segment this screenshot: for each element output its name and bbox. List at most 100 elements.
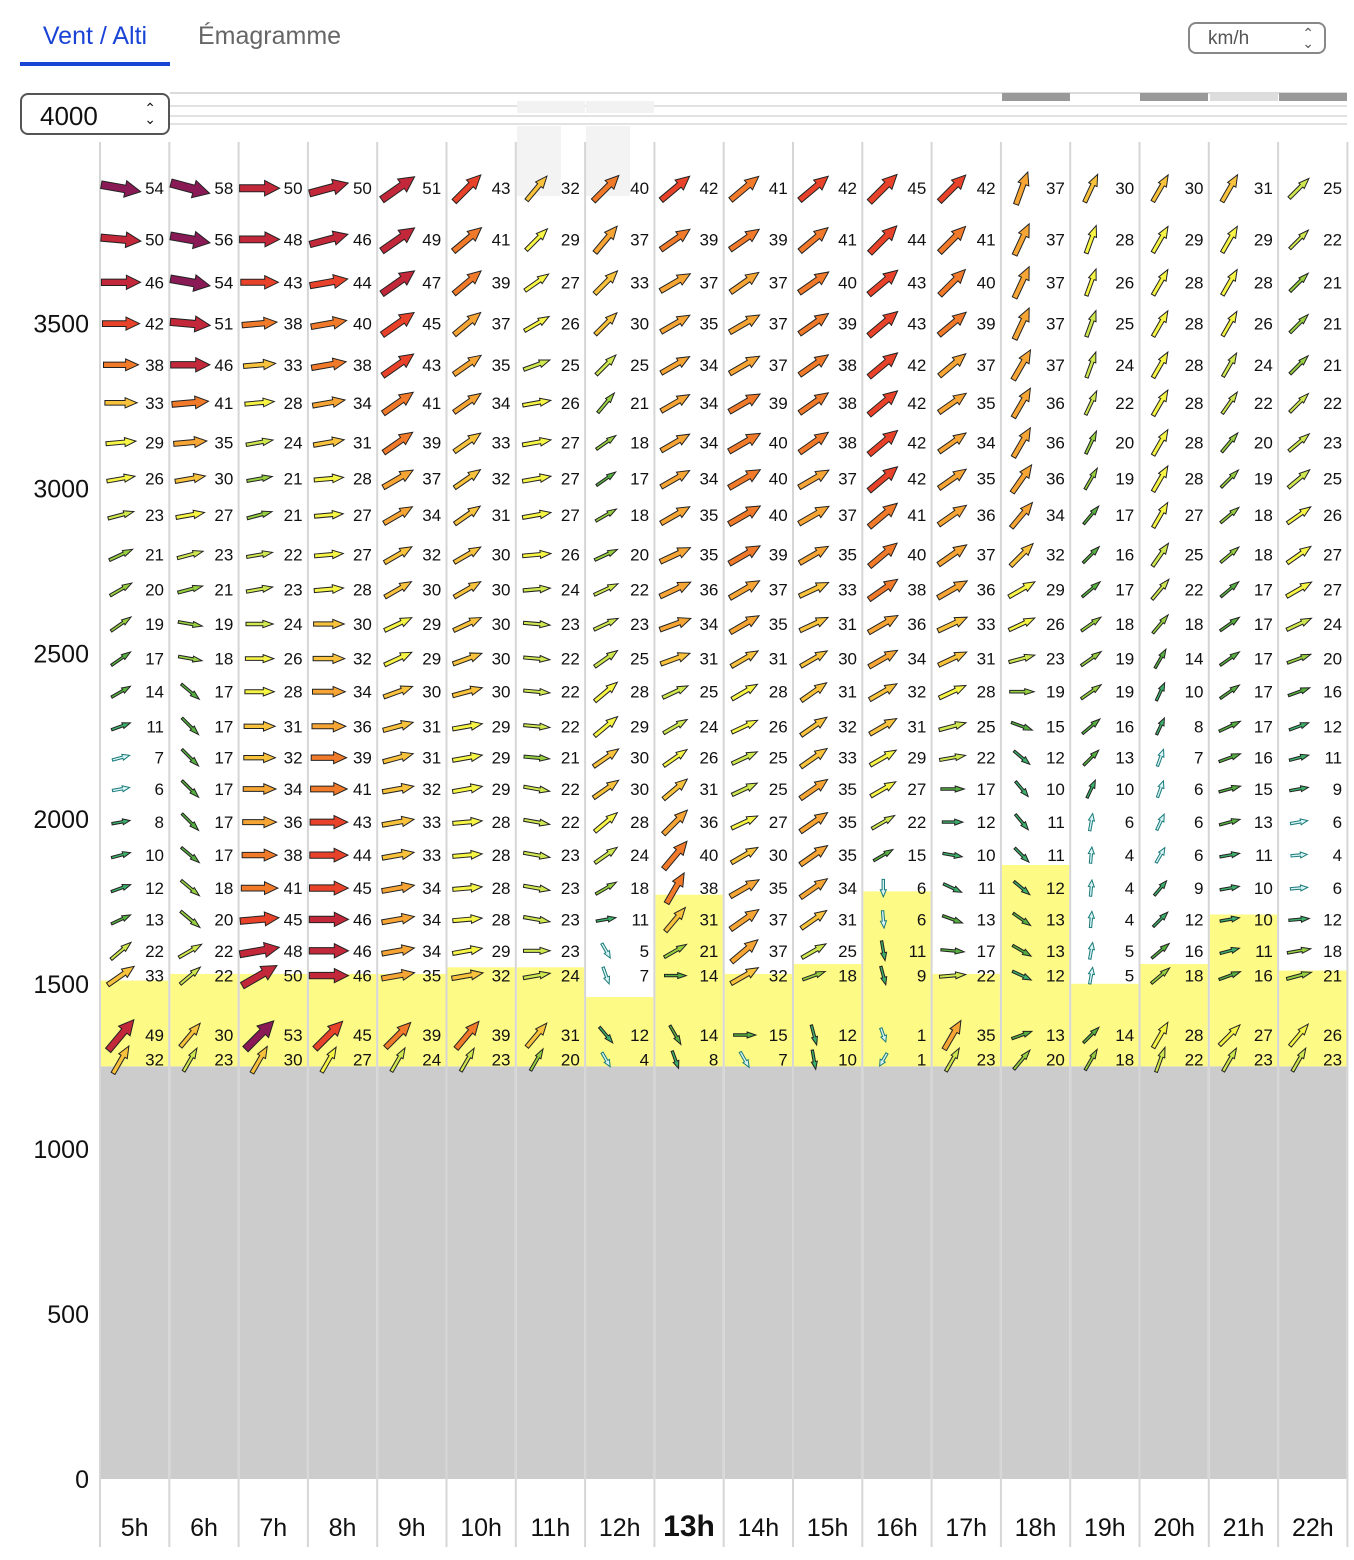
chevron-updown-icon: ⌃ ⌄ (1302, 25, 1314, 51)
wind-arrow (101, 316, 141, 331)
wind-speed-label: 7 (778, 1051, 787, 1070)
unit-select[interactable]: km/h ⌃ ⌄ (1188, 22, 1326, 54)
wind-arrow (111, 785, 131, 793)
wind-arrow (379, 270, 416, 298)
wind-arrow (451, 783, 484, 795)
wind-arrow (799, 650, 829, 669)
wind-arrow (1155, 813, 1165, 832)
wind-arrow (866, 502, 899, 530)
wind-speed-label: 4 (640, 1051, 649, 1070)
wind-speed-label: 5 (1125, 942, 1134, 961)
wind-speed-label: 29 (1046, 580, 1065, 599)
wind-speed-label: 31 (699, 650, 718, 669)
wind-speed-label: 11 (1047, 846, 1065, 865)
wind-arrow (658, 547, 692, 565)
wind-arrow (312, 652, 347, 665)
wind-speed-label: 21 (284, 470, 303, 489)
wind-arrow (246, 474, 274, 483)
wind-arrow (239, 965, 278, 990)
wind-speed-label: 38 (838, 433, 857, 452)
wind-arrow (381, 944, 416, 957)
wind-speed-label: 29 (1185, 230, 1204, 249)
wind-speed-label: 34 (699, 470, 718, 489)
wind-speed-label: 28 (284, 394, 303, 413)
hour-label: 15h (807, 1514, 849, 1542)
wind-speed-label: 28 (1185, 273, 1204, 292)
wind-arrow (243, 752, 277, 764)
wind-arrow (105, 965, 136, 988)
wind-speed-label: 30 (838, 650, 857, 669)
wind-speed-label: 19 (1046, 683, 1065, 702)
wind-speed-label: 41 (353, 780, 372, 799)
wind-arrow (309, 814, 349, 830)
wind-arrow (245, 437, 275, 448)
wind-speed-label: 7 (1194, 749, 1203, 768)
wind-arrow (1083, 224, 1098, 255)
wind-speed-label: 36 (977, 580, 996, 599)
wind-arrow (1150, 464, 1169, 494)
wind-arrow (866, 225, 898, 256)
wind-speed-label: 21 (1323, 967, 1342, 986)
wind-arrow (936, 544, 968, 568)
wind-speed-label: 42 (145, 315, 164, 334)
wind-speed-label: 26 (1323, 506, 1342, 525)
wind-speed-label: 24 (1115, 356, 1134, 375)
wind-arrow (1219, 468, 1240, 489)
wind-speed-label: 46 (353, 967, 372, 986)
hour-label: 12h (599, 1514, 641, 1542)
wind-arrow (452, 546, 482, 565)
wind-arrow (1218, 650, 1241, 667)
wind-speed-label: 36 (1046, 433, 1065, 452)
wind-arrow (382, 751, 415, 765)
wind-speed-label: 9 (917, 967, 926, 986)
wind-arrow (1008, 542, 1034, 569)
wind-arrow (241, 316, 279, 330)
wind-arrow (940, 947, 966, 955)
hour-label: 10h (460, 1514, 502, 1542)
wind-arrow (1218, 818, 1242, 827)
wind-speed-label: 38 (353, 356, 372, 375)
wind-arrow (523, 754, 552, 762)
wind-arrow (1217, 1023, 1241, 1048)
wind-speed-label: 23 (214, 1051, 233, 1070)
wind-arrow (658, 581, 692, 600)
wind-speed-label: 18 (630, 506, 649, 525)
ground-area (447, 1066, 515, 1479)
wind-speed-label: 37 (769, 273, 788, 292)
wind-arrow (942, 882, 963, 893)
wind-arrow (451, 354, 483, 378)
ground-area (724, 1066, 792, 1479)
wind-arrow (524, 175, 548, 203)
altitude-select[interactable]: 4000 ⌃ ⌄ (20, 93, 170, 135)
wind-speed-label: 6 (1125, 813, 1134, 832)
wind-speed-label: 37 (422, 470, 441, 489)
wind-speed-label: 29 (561, 230, 580, 249)
wind-speed-label: 14 (1185, 650, 1204, 669)
wind-arrow (310, 315, 348, 331)
wind-arrow (595, 471, 617, 488)
tab-emagramme[interactable]: Émagramme (198, 22, 342, 50)
tab-vent-alti[interactable]: Vent / Alti (20, 22, 170, 66)
wind-arrow (1009, 688, 1036, 696)
wind-arrow (937, 352, 967, 379)
wind-speed-label: 35 (769, 615, 788, 634)
wind-speed-label: 43 (353, 813, 372, 832)
wind-arrow (1288, 753, 1311, 763)
wind-arrow (240, 881, 280, 896)
wind-speed-label: 51 (422, 179, 441, 198)
wind-arrow (1288, 229, 1310, 251)
wind-arrow (659, 393, 691, 414)
wind-arrow (1083, 389, 1098, 416)
wind-speed-label: 17 (1254, 650, 1273, 669)
wind-speed-label: 28 (977, 683, 996, 702)
wind-speed-label: 31 (353, 433, 372, 452)
hour-label: 13h (663, 1510, 715, 1543)
boundary-layer (378, 973, 446, 1067)
wind-speed-label: 12 (1046, 967, 1065, 986)
wind-speed-label: 4 (1125, 879, 1134, 898)
wind-speed-label: 37 (699, 273, 718, 292)
wind-arrow (879, 965, 888, 987)
wind-speed-label: 25 (561, 356, 580, 375)
wind-arrow (593, 548, 619, 562)
wind-arrow (800, 943, 828, 960)
